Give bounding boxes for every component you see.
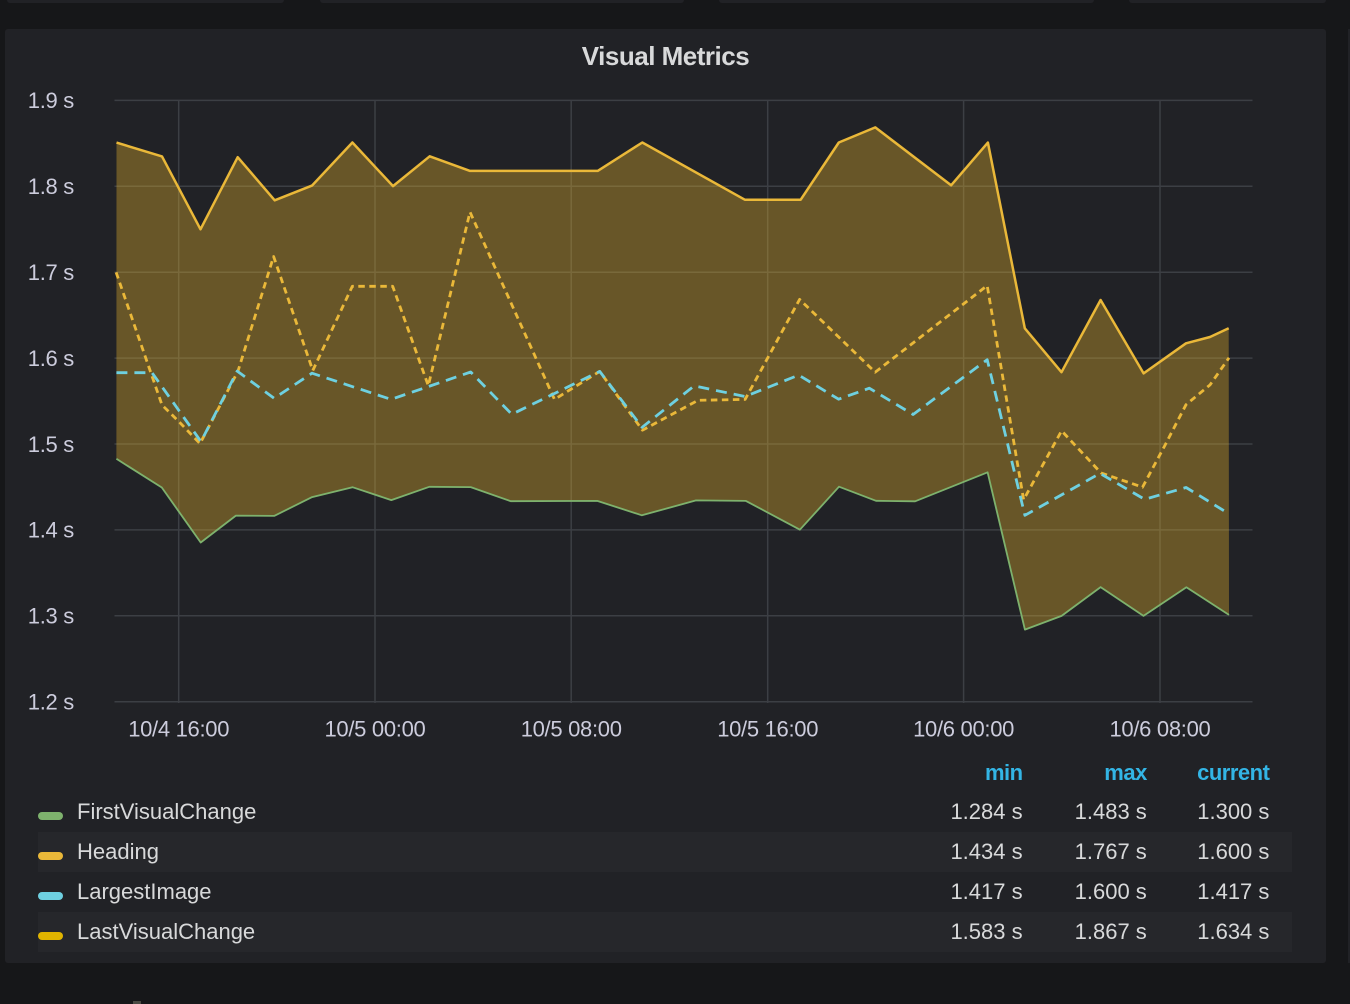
svg-text:1.4 s: 1.4 s	[28, 518, 74, 543]
svg-text:1.8 s: 1.8 s	[28, 174, 74, 199]
svg-text:1.2 s: 1.2 s	[28, 690, 74, 715]
svg-text:10/6 08:00: 10/6 08:00	[1110, 717, 1211, 742]
svg-text:1.7 s: 1.7 s	[28, 260, 74, 285]
svg-text:10/5 00:00: 10/5 00:00	[325, 717, 426, 742]
svg-text:1.3 s: 1.3 s	[28, 604, 74, 629]
svg-text:10/4 16:00: 10/4 16:00	[128, 717, 229, 742]
svg-text:1.9 s: 1.9 s	[28, 88, 74, 113]
svg-text:1.5 s: 1.5 s	[28, 432, 74, 457]
svg-text:10/6 00:00: 10/6 00:00	[913, 717, 1014, 742]
svg-text:10/5 16:00: 10/5 16:00	[717, 717, 818, 742]
svg-text:10/5 08:00: 10/5 08:00	[521, 717, 622, 742]
svg-text:1.6 s: 1.6 s	[28, 346, 74, 371]
